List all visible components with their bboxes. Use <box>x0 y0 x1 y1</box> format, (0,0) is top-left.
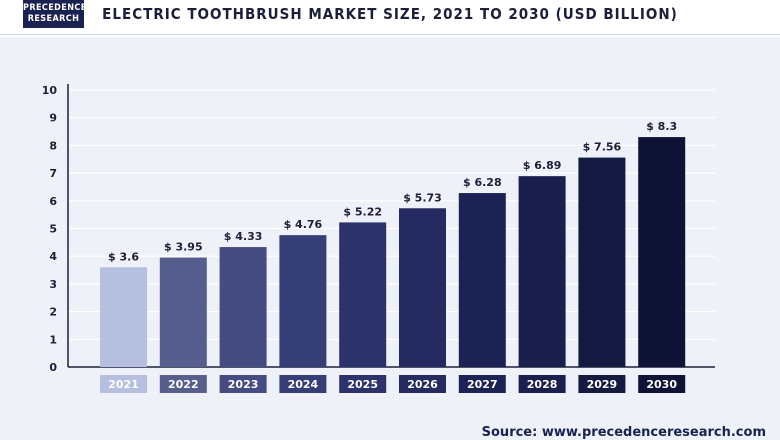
x-tick-label-2024: 2024 <box>288 378 319 391</box>
bar-2029 <box>578 157 626 367</box>
y-tick-label-5: 5 <box>49 223 57 236</box>
x-tick-box-2028 <box>518 375 566 393</box>
x-tick-label-2021: 2021 <box>108 378 139 391</box>
bar-2021 <box>100 267 147 367</box>
bar-value-label-2022: $ 3.95 <box>164 241 203 254</box>
source-text: Source: www.precedenceresearch.com <box>481 425 766 440</box>
y-tick-label-0: 0 <box>49 361 57 374</box>
precedence-research-logo: PRECEDENCE RESEARCH <box>23 0 87 28</box>
y-tick-label-2: 2 <box>49 306 57 319</box>
x-tick-label-2028: 2028 <box>527 378 558 391</box>
y-tick-label-7: 7 <box>49 167 57 180</box>
bar-value-label-2030: $ 8.3 <box>646 120 677 133</box>
x-tick-box-2027 <box>458 375 506 393</box>
bar-chart: 0 1 2 3 4 5 6 7 8 9 10 $ 3.6 2021 $ 3.95 2022 $ 4.33 202… <box>42 84 715 393</box>
bar-value-label-2028: $ 6.89 <box>523 159 562 172</box>
y-tick-label-1: 1 <box>49 333 57 346</box>
logo-line-1: PRECEDENCE <box>23 3 87 13</box>
y-tick-label-4: 4 <box>49 250 57 263</box>
bar-value-label-2026: $ 5.73 <box>403 191 442 204</box>
x-tick-box-2022 <box>159 375 207 393</box>
bar-value-label-2027: $ 6.28 <box>463 176 502 189</box>
bar-2027 <box>458 193 506 367</box>
x-tick-box-2025 <box>339 375 387 393</box>
y-tick-label-3: 3 <box>49 278 57 291</box>
chart-panel: 0 1 2 3 4 5 6 7 8 9 10 $ 3.6 2021 $ 3.95 2022 $ 4.33 202… <box>0 37 780 440</box>
bar-value-label-2023: $ 4.33 <box>224 230 263 243</box>
x-tick-box-2029 <box>578 375 626 393</box>
bar-2028 <box>518 176 566 367</box>
header: PRECEDENCE RESEARCH ELECTRIC TOOTHBRUSH … <box>0 0 780 35</box>
x-tick-box-2024 <box>279 375 327 393</box>
y-tick-label-10: 10 <box>42 84 58 97</box>
bar-2022 <box>159 257 207 367</box>
x-tick-label-2030: 2030 <box>646 378 677 391</box>
bar-value-label-2025: $ 5.22 <box>343 205 382 218</box>
x-tick-box-2026 <box>399 375 446 393</box>
bar-value-label-2029: $ 7.56 <box>583 141 622 154</box>
y-tick-label-6: 6 <box>49 195 57 208</box>
x-tick-label-2023: 2023 <box>228 378 259 391</box>
y-tick-label-9: 9 <box>49 112 57 125</box>
x-tick-box-2023 <box>219 375 267 393</box>
x-tick-label-2022: 2022 <box>168 378 199 391</box>
x-tick-label-2026: 2026 <box>407 378 438 391</box>
x-tick-label-2027: 2027 <box>467 378 498 391</box>
bar-value-label-2021: $ 3.6 <box>108 250 139 263</box>
bar-value-label-2024: $ 4.76 <box>284 218 323 231</box>
bar-2026 <box>399 208 446 367</box>
bar-2025 <box>339 222 387 367</box>
x-tick-box-2030 <box>638 375 686 393</box>
x-tick-label-2025: 2025 <box>347 378 378 391</box>
y-tick-label-8: 8 <box>49 139 57 152</box>
logo-line-2: RESEARCH <box>27 14 80 24</box>
x-tick-box-2021 <box>100 375 147 393</box>
chart-title: ELECTRIC TOOTHBRUSH MARKET SIZE, 2021 TO… <box>102 5 678 23</box>
bar-2024 <box>279 235 327 367</box>
bar-2030 <box>638 137 686 367</box>
bar-2023 <box>219 247 267 367</box>
x-tick-label-2029: 2029 <box>587 378 618 391</box>
